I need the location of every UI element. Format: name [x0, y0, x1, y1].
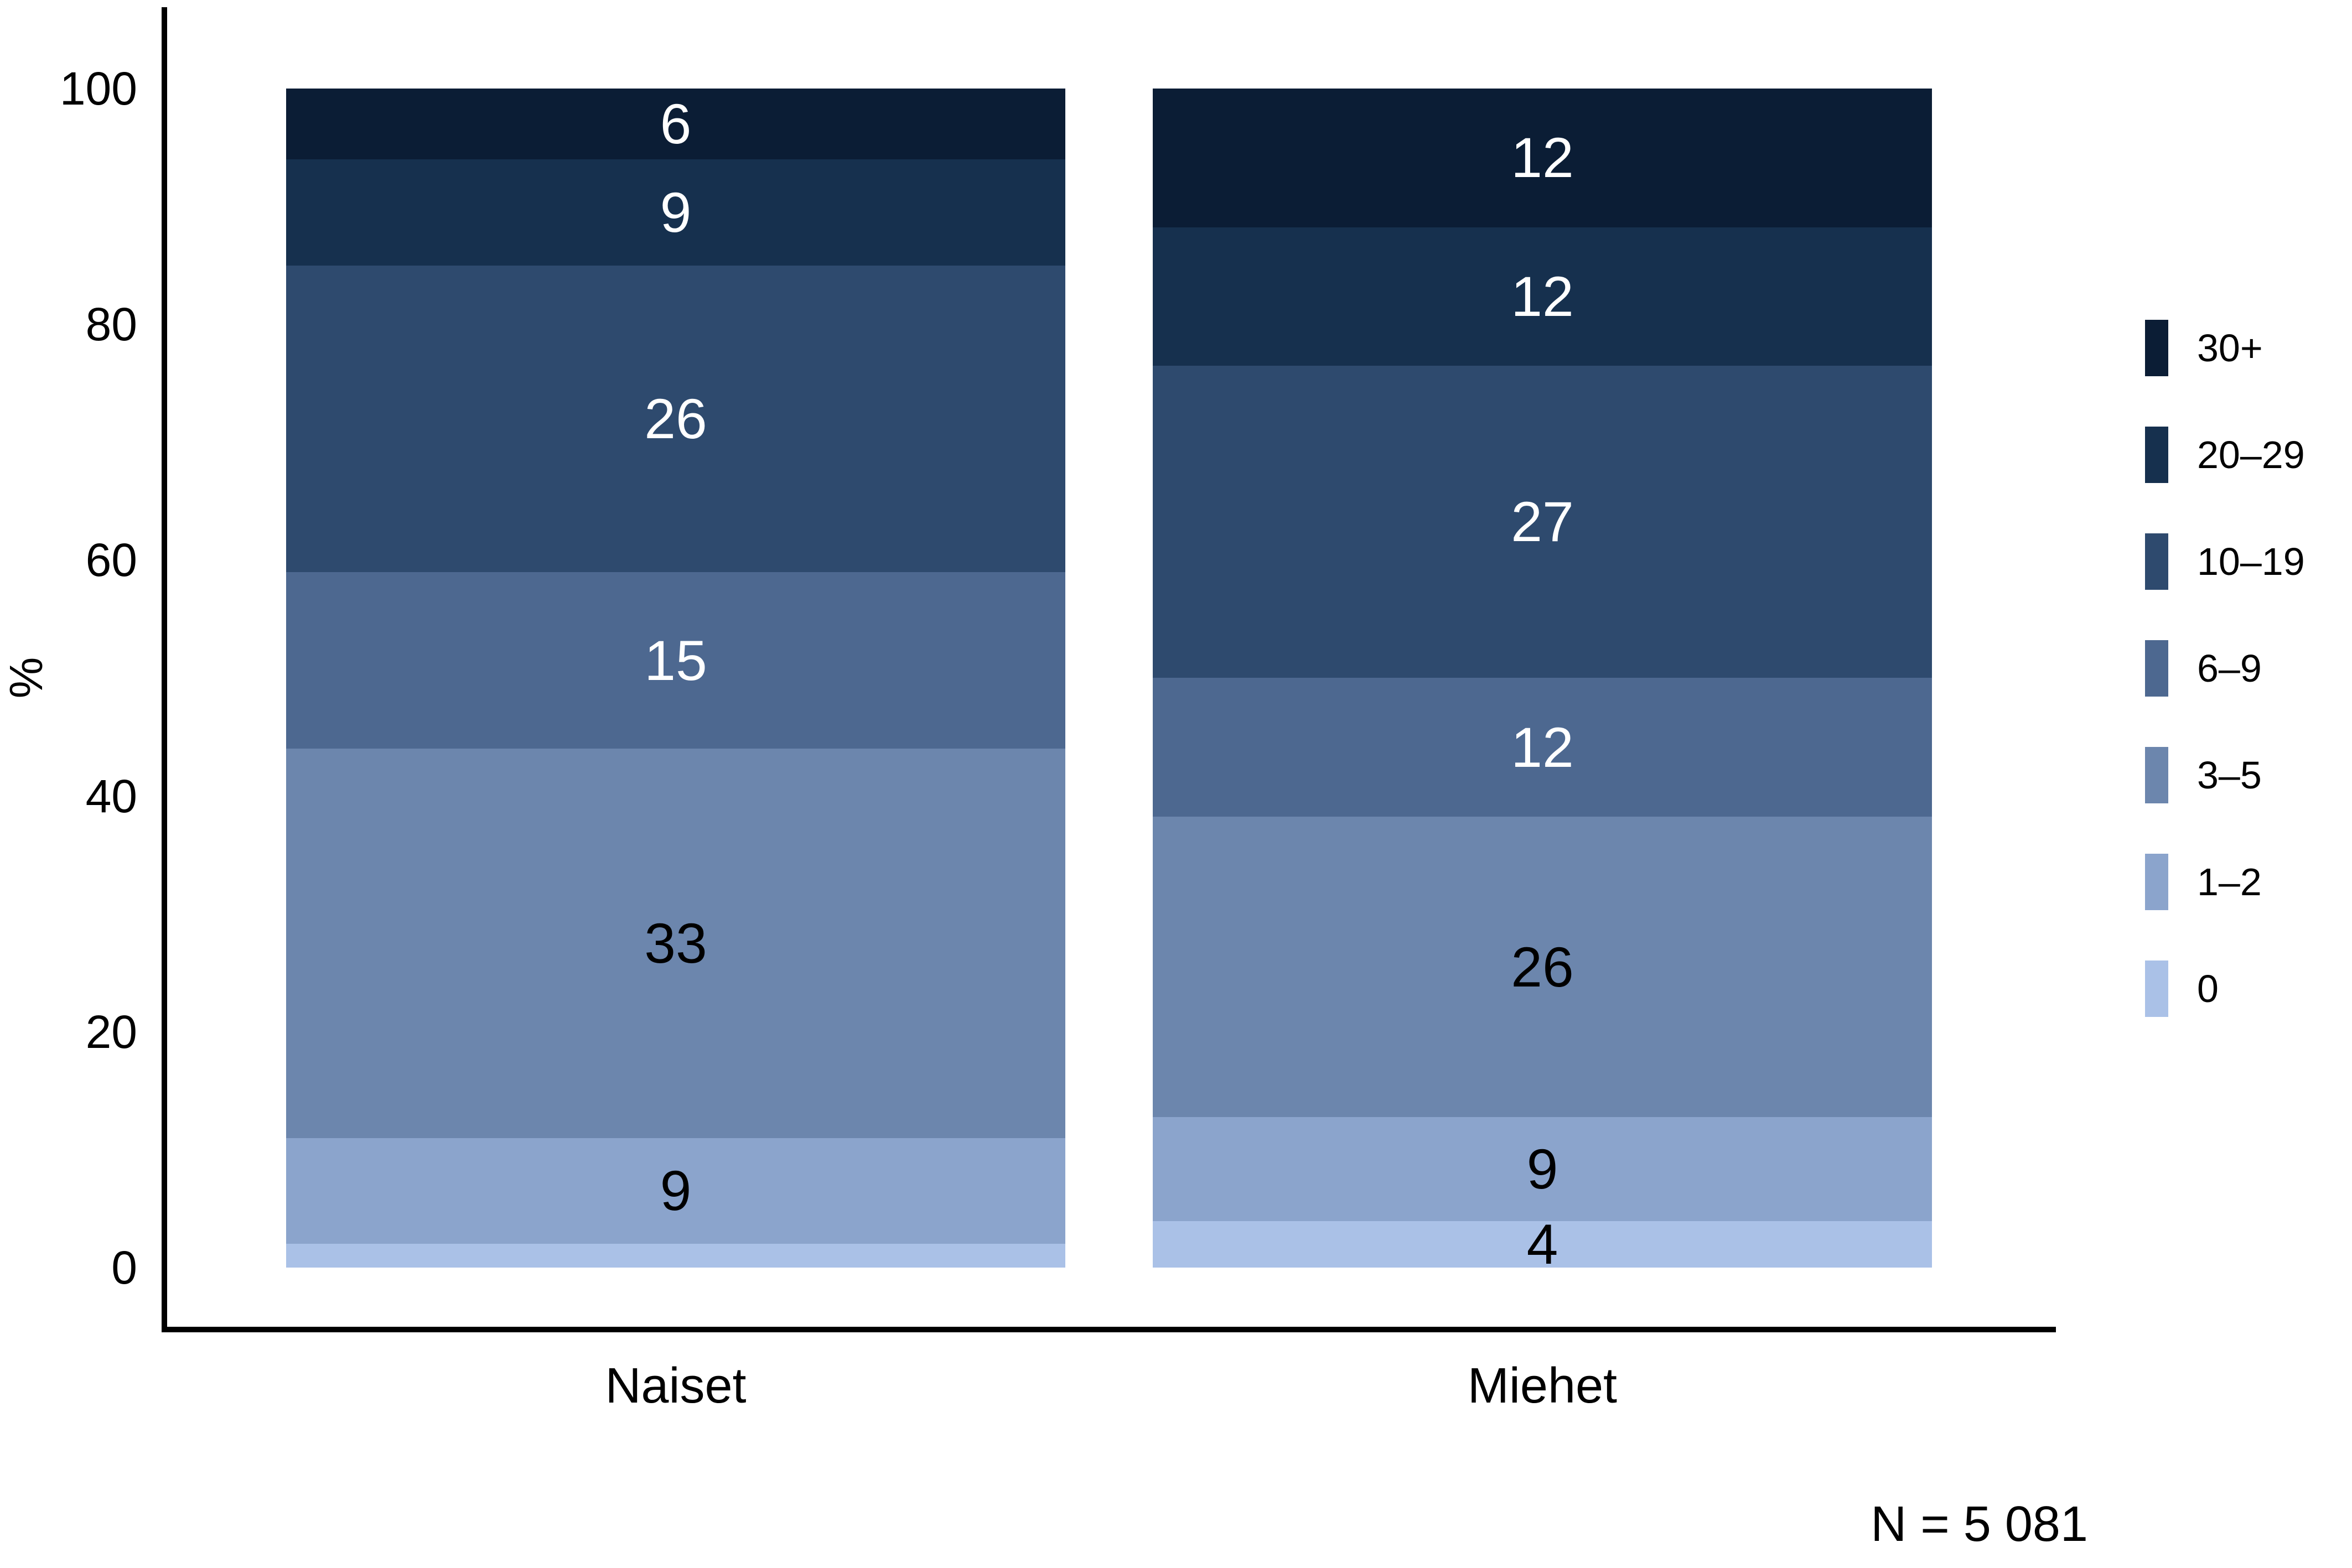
legend-swatch-icon — [2145, 533, 2168, 590]
bar-value-label: 12 — [1511, 265, 1574, 329]
bar-segment-miehet-3–5: 26 — [1153, 817, 1932, 1118]
legend-swatch-icon — [2145, 960, 2168, 1017]
legend-swatch-icon — [2145, 854, 2168, 910]
bar-segment-miehet-1–2: 9 — [1153, 1117, 1932, 1222]
y-axis-line — [162, 7, 167, 1332]
legend-swatch-icon — [2145, 427, 2168, 483]
bar-value-label: 4 — [1526, 1213, 1558, 1276]
legend-swatch-icon — [2145, 320, 2168, 376]
bar-segment-naiset-30+: 6 — [286, 89, 1065, 159]
bar-value-label: 27 — [1511, 490, 1574, 554]
bar-value-label: 26 — [644, 387, 707, 450]
legend-label: 0 — [2197, 967, 2219, 1010]
legend-label: 1–2 — [2197, 860, 2262, 904]
bar-value-label: 15 — [644, 629, 707, 692]
legend-item-1–2: 1–2 — [2145, 854, 2305, 910]
bar-segment-miehet-10–19: 27 — [1153, 366, 1932, 678]
bar-segment-miehet-0: 4 — [1153, 1216, 1932, 1273]
x-axis-label-naiset: Naiset — [605, 1358, 747, 1414]
bar-segment-miehet-30+: 12 — [1153, 89, 1932, 227]
bar-value-label: 9 — [660, 1159, 692, 1223]
bar-segment-naiset-6–9: 15 — [286, 572, 1065, 749]
stacked-bar-naiset: 6 9 26 15 33 9 — [286, 89, 1065, 1268]
bar-value-label: 12 — [1511, 126, 1574, 190]
legend-label: 20–29 — [2197, 433, 2305, 476]
bar-segment-miehet-20–29: 12 — [1153, 227, 1932, 366]
legend-swatch-icon — [2145, 640, 2168, 697]
x-axis-line — [162, 1327, 2056, 1332]
legend-item-0: 0 — [2145, 960, 2305, 1017]
sample-size-note: N = 5 081 — [1871, 1497, 2088, 1552]
legend-item-30+: 30+ — [2145, 320, 2305, 376]
y-tick-label-80: 80 — [85, 298, 137, 351]
bar-value-label: 9 — [660, 180, 692, 244]
bar-value-label: 6 — [660, 92, 692, 155]
legend: 30+ 20–29 10–19 6–9 3–5 1–2 0 — [2145, 320, 2305, 1017]
legend-label: 30+ — [2197, 326, 2263, 370]
y-tick-label-100: 100 — [59, 63, 137, 115]
bar-segment-naiset-0 — [286, 1244, 1065, 1268]
legend-item-6–9: 6–9 — [2145, 640, 2305, 697]
y-tick-label-20: 20 — [85, 1005, 137, 1058]
bar-value-label: 26 — [1511, 935, 1574, 999]
bar-segment-naiset-10–19: 26 — [286, 265, 1065, 572]
legend-item-3–5: 3–5 — [2145, 747, 2305, 803]
bar-segment-naiset-1–2: 9 — [286, 1138, 1065, 1244]
x-axis-label-miehet: Miehet — [1467, 1358, 1618, 1414]
y-tick-label-60: 60 — [85, 534, 137, 586]
legend-label: 6–9 — [2197, 647, 2262, 690]
y-axis-title: % — [0, 657, 52, 699]
bar-value-label: 12 — [1511, 715, 1574, 779]
bar-segment-naiset-3–5: 33 — [286, 749, 1065, 1138]
bar-value-label: 33 — [644, 911, 707, 975]
bar-segment-miehet-6–9: 12 — [1153, 678, 1932, 817]
plot-area: 6 9 26 15 33 9 12 12 27 12 26 9 4 — [162, 89, 2056, 1273]
y-tick-label-0: 0 — [111, 1242, 137, 1294]
y-tick-label-40: 40 — [85, 770, 137, 822]
legend-item-10–19: 10–19 — [2145, 533, 2305, 590]
legend-label: 3–5 — [2197, 754, 2262, 797]
bar-segment-naiset-20–29: 9 — [286, 159, 1065, 266]
legend-item-20–29: 20–29 — [2145, 427, 2305, 483]
legend-swatch-icon — [2145, 747, 2168, 803]
legend-label: 10–19 — [2197, 540, 2305, 583]
bar-value-label: 9 — [1526, 1138, 1558, 1201]
stacked-bar-miehet: 12 12 27 12 26 9 4 — [1153, 89, 1932, 1273]
